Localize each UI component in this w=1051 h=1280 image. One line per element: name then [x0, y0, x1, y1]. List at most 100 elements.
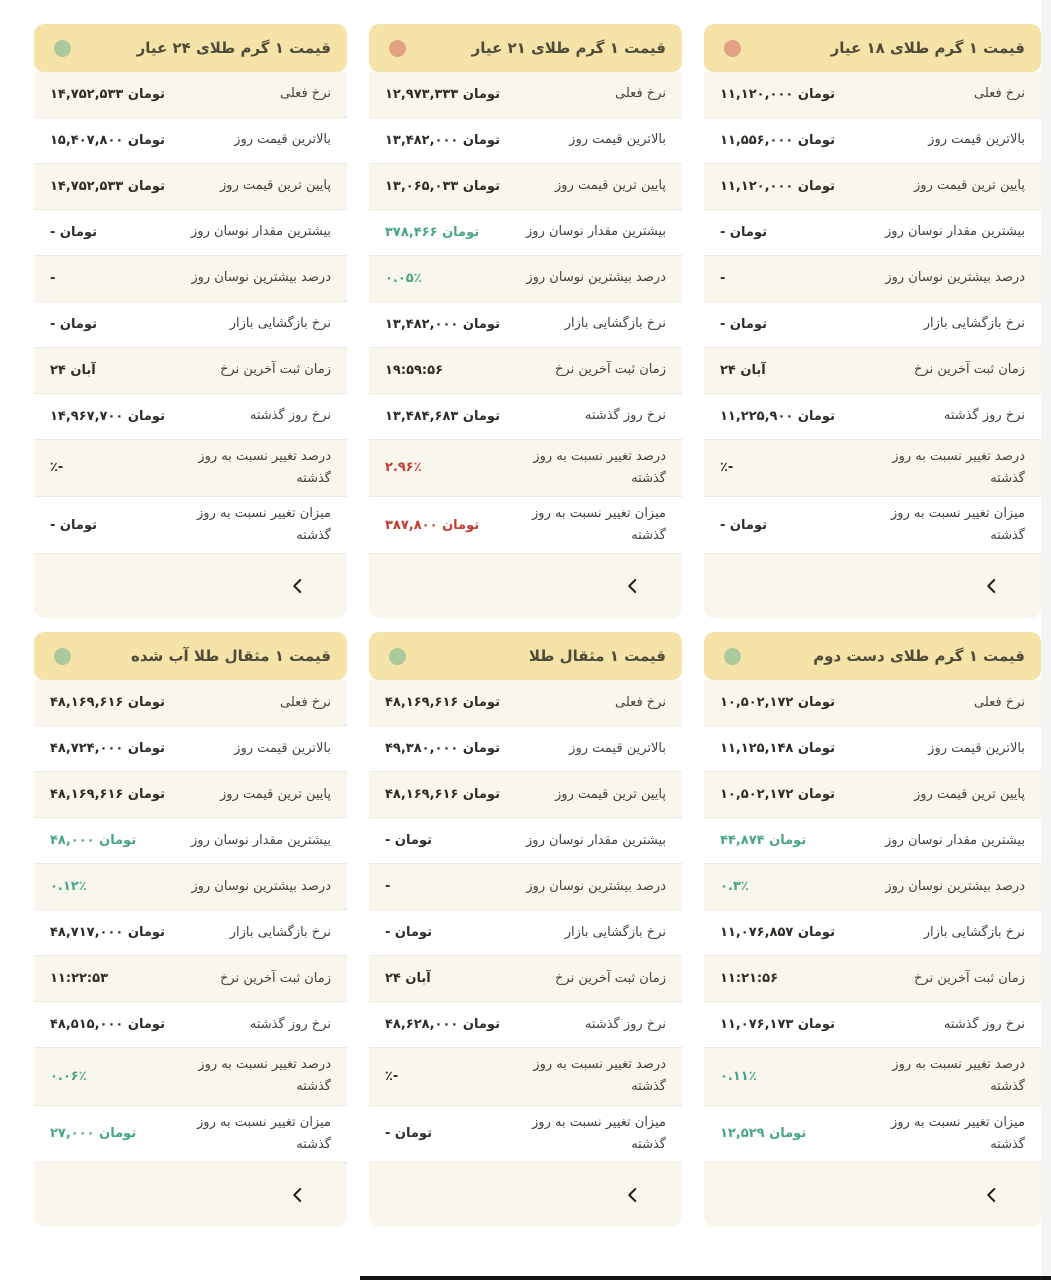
stat-value: - تومان: [720, 316, 767, 332]
stat-row: پایین ترین قیمت روز ۱۰,۵۰۲,۱۷۲ تومان: [704, 772, 1041, 819]
stat-row: نرخ بازگشایی بازار - تومان: [704, 302, 1041, 348]
stat-value: ۱۰,۵۰۲,۱۷۲ تومان: [720, 787, 835, 803]
stat-label: بیشترین مقدار نوسان روز: [191, 224, 331, 240]
stat-row: نرخ روز گذشته ۱۱,۲۲۵,۹۰۰ تومان: [704, 394, 1041, 440]
stat-row: بیشترین مقدار نوسان روز ۳۷۸,۴۶۶ تومان: [369, 210, 682, 256]
stat-row: میزان تغییر نسبت به روز گذشته ۳۸۷,۸۰۰ توم…: [369, 497, 682, 555]
status-dot-icon: [724, 39, 741, 57]
stat-value: -: [50, 270, 56, 286]
card-rows: نرخ فعلی ۴۸,۱۶۹,۶۱۶ تومان بالاترین قیمت رو…: [34, 680, 347, 1163]
card-details-button[interactable]: [34, 1162, 347, 1227]
price-card: قیمت ۱ مثقال طلا آب شده نرخ فعلی ۴۸,۱۶۹,۶…: [34, 632, 347, 1227]
stat-row: بیشترین مقدار نوسان روز ۴۸,۰۰۰ تومان: [34, 818, 347, 865]
stat-value: ۲.۹۶٪: [385, 460, 422, 476]
stat-value: ۱۴,۹۶۷,۷۰۰ تومان: [50, 408, 165, 424]
stat-label: درصد بیشترین نوسان روز: [885, 878, 1025, 894]
stat-label: پایین ترین قیمت روز: [220, 178, 331, 194]
stat-row: درصد تغییر نسبت به روز گذشته ٪-: [34, 440, 347, 498]
stat-value: ٪-: [385, 1068, 399, 1084]
status-dot-icon: [724, 647, 741, 665]
stat-label: بیشترین مقدار نوسان روز: [885, 224, 1025, 240]
stat-value: ۱۵,۴۰۷,۸۰۰ تومان: [50, 132, 165, 148]
stat-label: درصد تغییر نسبت به روز گذشته: [533, 1057, 666, 1095]
stat-label: پایین ترین قیمت روز: [220, 786, 331, 802]
stat-value: ۱۳,۴۸۴,۶۸۳ تومان: [385, 408, 500, 424]
stat-label: درصد بیشترین نوسان روز: [526, 270, 666, 286]
stat-row: پایین ترین قیمت روز ۴۸,۱۶۹,۶۱۶ تومان: [369, 772, 682, 819]
stat-row: بیشترین مقدار نوسان روز - تومان: [704, 210, 1041, 256]
stat-value: ۴۸,۱۶۹,۶۱۶ تومان: [50, 787, 165, 803]
stat-value: ۰.۱۱٪: [720, 1068, 757, 1084]
stat-value: ۴۹,۳۸۰,۰۰۰ تومان: [385, 741, 500, 757]
chevron-left-icon: [983, 577, 1001, 595]
stat-row: درصد بیشترین نوسان روز ۰.۰۵٪: [369, 256, 682, 302]
stat-value: ۱۱,۲۲۵,۹۰۰ تومان: [720, 408, 835, 424]
status-dot-icon: [54, 647, 71, 665]
card-details-button[interactable]: [34, 554, 347, 619]
scrollbar-track[interactable]: [1041, 0, 1051, 1280]
stat-row: نرخ بازگشایی بازار ۴۸,۷۱۷,۰۰۰ تومان: [34, 910, 347, 957]
stat-value: ۱۱,۱۲۵,۱۴۸ تومان: [720, 741, 835, 757]
stat-row: درصد بیشترین نوسان روز ۰.۱۲٪: [34, 864, 347, 911]
stat-row: میزان تغییر نسبت به روز گذشته ۱۲,۵۲۹ توما…: [704, 1106, 1041, 1163]
stat-value: -: [720, 270, 726, 286]
stat-label: درصد تغییر نسبت به روز گذشته: [533, 449, 666, 487]
stat-value: ۱۳,۰۶۵,۰۳۳ تومان: [385, 178, 500, 194]
stat-label: نرخ فعلی: [280, 86, 331, 102]
stat-row: بالاترین قیمت روز ۴۸,۷۲۴,۰۰۰ تومان: [34, 726, 347, 773]
stat-value: ۰.۰۵٪: [385, 270, 422, 286]
stat-value: ۱۲,۵۲۹ تومان: [720, 1125, 807, 1141]
stat-label: پایین ترین قیمت روز: [555, 786, 666, 802]
stat-label: بیشترین مقدار نوسان روز: [885, 832, 1025, 848]
stat-label: بالاترین قیمت روز: [234, 132, 331, 148]
stat-value: ۲۷,۰۰۰ تومان: [50, 1125, 137, 1141]
card-header: قیمت ۱ مثقال طلا آب شده: [34, 632, 347, 681]
stat-label: نرخ بازگشایی بازار: [564, 316, 666, 332]
stat-row: زمان ثبت آخرین نرخ ۲۴ آبان: [34, 348, 347, 394]
stat-row: بالاترین قیمت روز ۱۱,۱۲۵,۱۴۸ تومان: [704, 726, 1041, 773]
stat-value: ۱۱:۲۲:۵۳: [50, 971, 109, 987]
stat-label: میزان تغییر نسبت به روز گذشته: [197, 506, 331, 544]
stat-row: نرخ روز گذشته ۱۱,۰۷۶,۱۷۳ تومان: [704, 1002, 1041, 1049]
card-details-button[interactable]: [704, 1162, 1041, 1227]
stat-label: نرخ روز گذشته: [249, 408, 331, 424]
chevron-left-icon: [289, 1186, 307, 1204]
stat-label: نرخ روز گذشته: [584, 408, 666, 424]
stat-value: ۱۹:۵۹:۵۶: [385, 362, 444, 378]
stat-value: ۱۱,۱۲۰,۰۰۰ تومان: [720, 86, 835, 102]
stat-label: میزان تغییر نسبت به روز گذشته: [532, 1114, 666, 1152]
stat-row: پایین ترین قیمت روز ۱۴,۷۵۲,۵۳۳ تومان: [34, 164, 347, 210]
stat-value: - تومان: [720, 224, 767, 240]
card-header: قیمت ۱ گرم طلای ۲۴ عیار: [34, 24, 347, 72]
stat-label: نرخ فعلی: [280, 694, 331, 710]
stat-row: بالاترین قیمت روز ۱۳,۴۸۲,۰۰۰ تومان: [369, 118, 682, 164]
price-card: قیمت ۱ مثقال طلا نرخ فعلی ۴۸,۱۶۹,۶۱۶ توما…: [369, 632, 682, 1227]
stat-row: درصد بیشترین نوسان روز -: [704, 256, 1041, 302]
stat-value: ۴۸,۱۶۹,۶۱۶ تومان: [385, 695, 500, 711]
stat-value: ۱۱,۵۵۶,۰۰۰ تومان: [720, 132, 835, 148]
card-details-button[interactable]: [369, 554, 682, 619]
card-details-button[interactable]: [369, 1162, 682, 1227]
stat-label: درصد بیشترین نوسان روز: [885, 270, 1025, 286]
card-details-button[interactable]: [704, 554, 1041, 619]
stat-label: نرخ بازگشایی بازار: [229, 924, 331, 940]
stat-value: - تومان: [720, 517, 767, 533]
stat-row: نرخ فعلی ۴۸,۱۶۹,۶۱۶ تومان: [34, 680, 347, 727]
stat-value: -: [385, 879, 391, 895]
stat-row: نرخ بازگشایی بازار - تومان: [369, 910, 682, 957]
stat-value: ۳۷۸,۴۶۶ تومان: [385, 224, 480, 240]
stat-label: زمان ثبت آخرین نرخ: [220, 362, 331, 378]
stat-value: ۴۸,۱۶۹,۶۱۶ تومان: [50, 695, 165, 711]
stat-value: - تومان: [50, 316, 97, 332]
stat-row: زمان ثبت آخرین نرخ ۱۹:۵۹:۵۶: [369, 348, 682, 394]
stat-label: نرخ فعلی: [974, 86, 1025, 102]
stat-label: زمان ثبت آخرین نرخ: [555, 362, 666, 378]
stat-row: بالاترین قیمت روز ۱۱,۵۵۶,۰۰۰ تومان: [704, 118, 1041, 164]
stat-row: درصد تغییر نسبت به روز گذشته ۰.۱۱٪: [704, 1048, 1041, 1106]
stat-label: درصد تغییر نسبت به روز گذشته: [892, 449, 1025, 487]
status-dot-icon: [389, 39, 406, 57]
stat-label: بیشترین مقدار نوسان روز: [526, 832, 666, 848]
stat-row: بیشترین مقدار نوسان روز - تومان: [369, 818, 682, 865]
stat-row: زمان ثبت آخرین نرخ ۲۴ آبان: [704, 348, 1041, 394]
card-title: قیمت ۱ مثقال طلا آب شده: [130, 647, 331, 666]
